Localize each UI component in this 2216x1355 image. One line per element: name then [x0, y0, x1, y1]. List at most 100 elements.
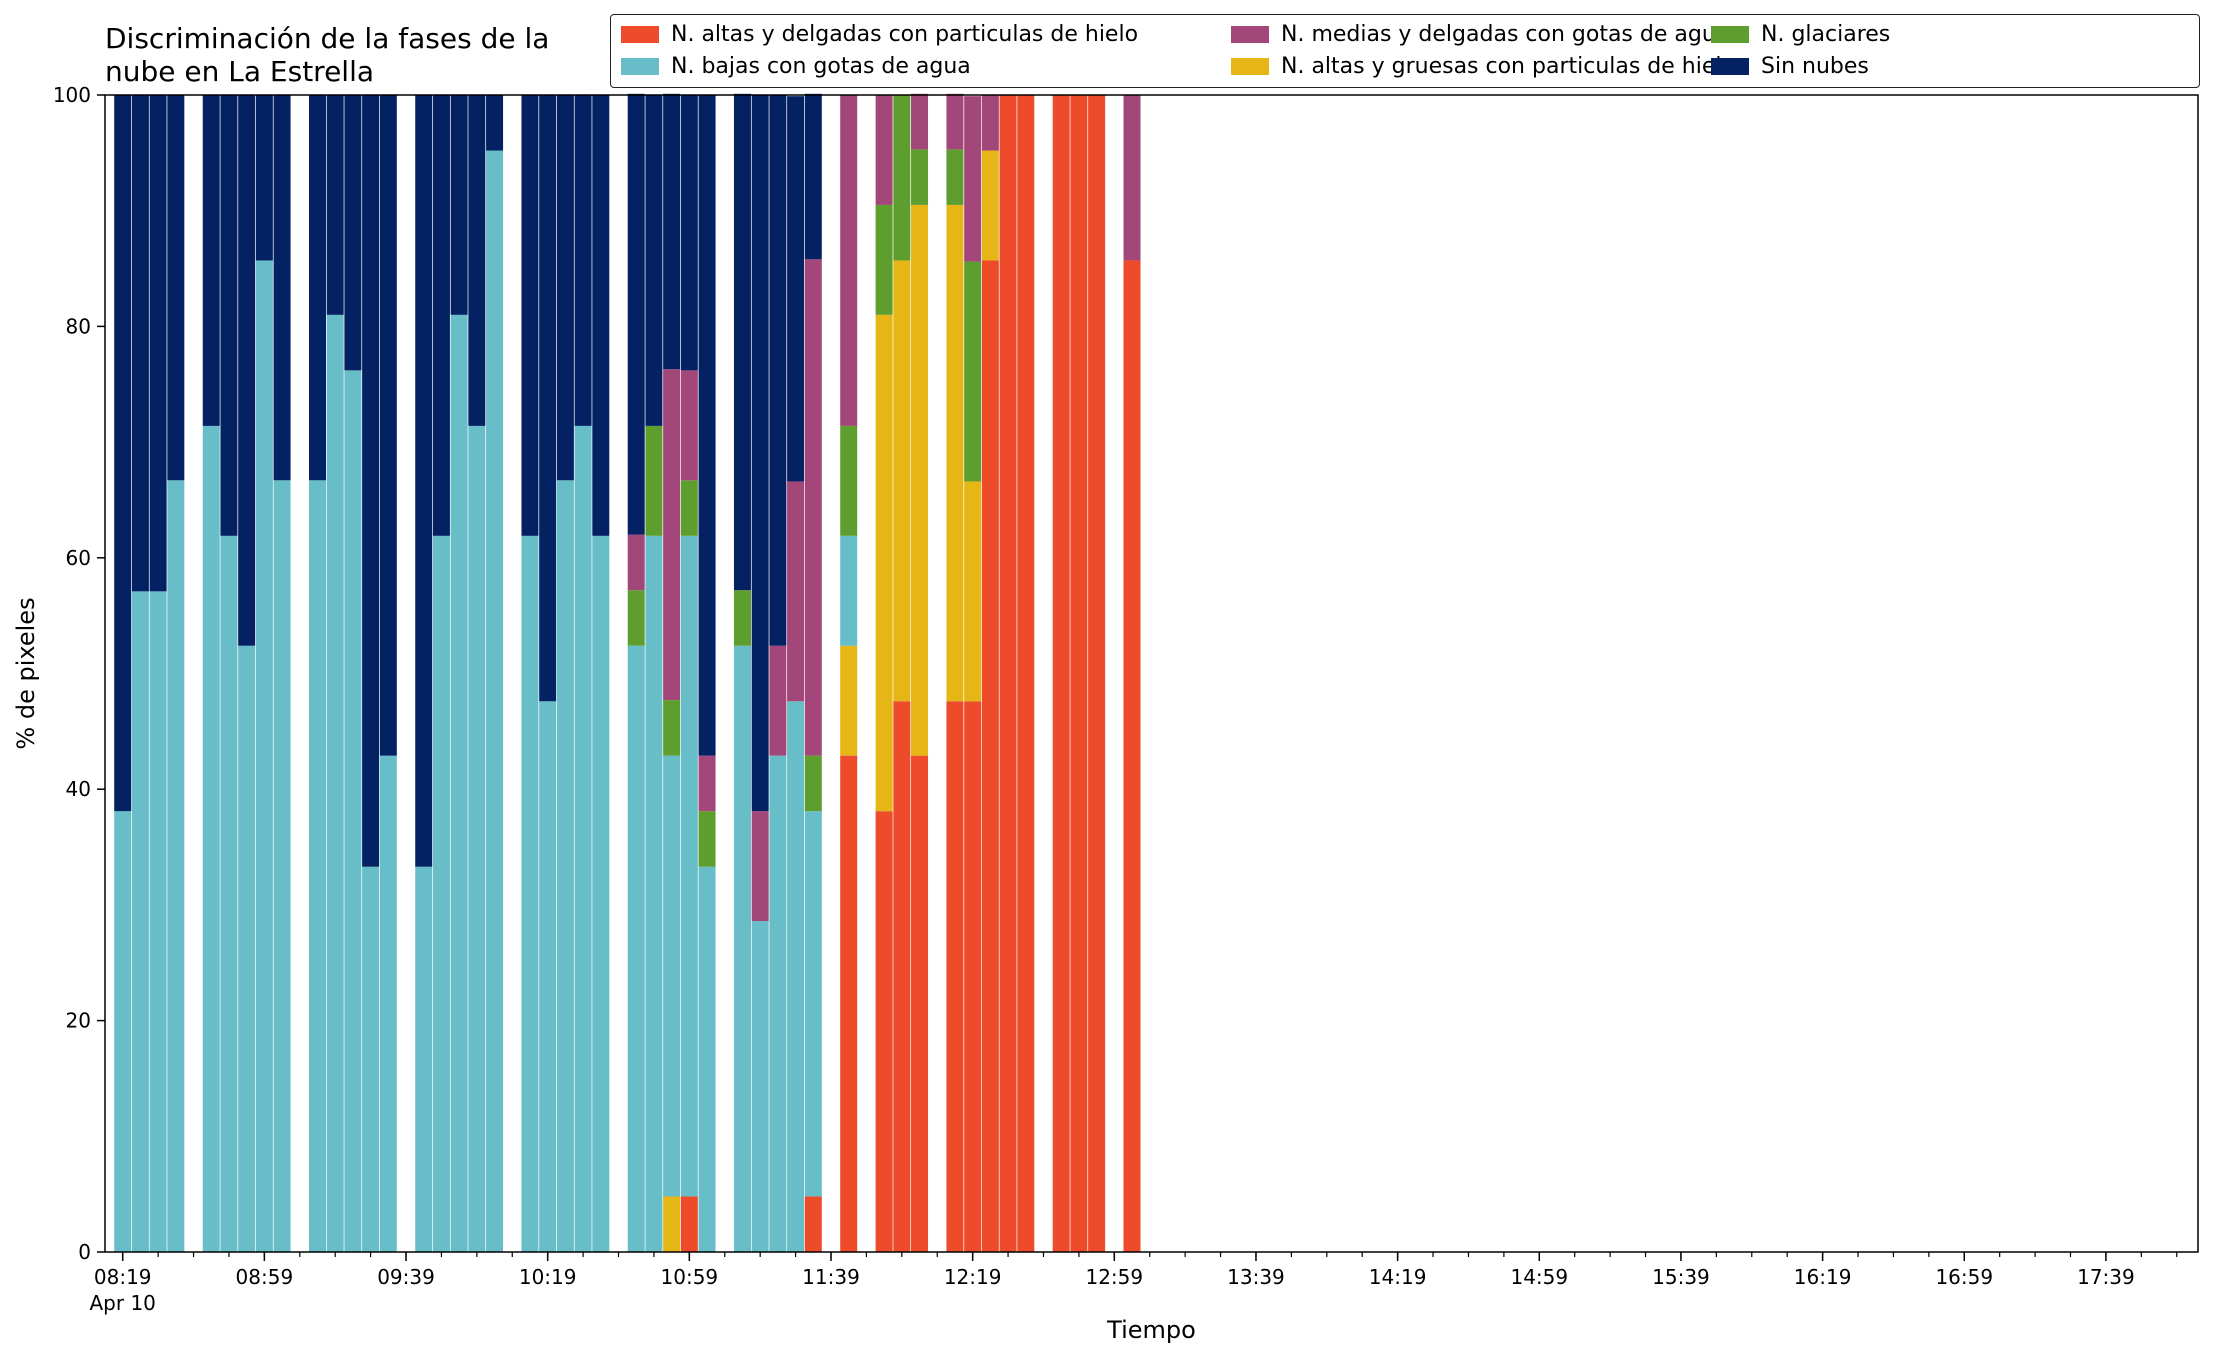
bar-segment	[946, 701, 964, 1252]
bar-segment	[751, 95, 769, 812]
bar-segment	[751, 921, 769, 1252]
bar-segment	[911, 149, 929, 205]
bar-segment	[840, 535, 858, 646]
bar-segment	[1123, 95, 1141, 261]
legend-item: N. altas y gruesas con particulas de hie…	[1231, 54, 1735, 80]
bar-segment	[255, 260, 273, 1252]
x-tick-label: 16:59	[1935, 1265, 1993, 1289]
bar-segment	[804, 93, 822, 260]
bar-segment	[379, 95, 397, 756]
bar-segment	[114, 95, 132, 812]
bar-segment	[167, 95, 185, 481]
bar-segment	[804, 755, 822, 812]
y-tick-label: 60	[66, 546, 91, 570]
bar-segment	[521, 535, 539, 1252]
bar-segment	[539, 95, 557, 702]
legend: N. altas y delgadas con particulas de hi…	[610, 14, 2200, 88]
bar-segment	[592, 95, 610, 536]
bar-segment	[308, 480, 326, 1252]
bar-segment	[663, 700, 681, 756]
legend-swatch	[621, 58, 659, 75]
bars-group	[114, 93, 1141, 1253]
bar-segment	[379, 755, 397, 1252]
bar-segment	[911, 204, 929, 756]
chart-title-line-1: Discriminación de la fases de la	[105, 22, 550, 55]
bar-segment	[733, 93, 751, 591]
x-date-label: Apr 10	[90, 1291, 156, 1315]
legend-item: Sin nubes	[1711, 54, 1869, 80]
legend-swatch	[1231, 26, 1269, 43]
bar-segment	[486, 95, 504, 151]
x-tick-label: 09:39	[377, 1265, 435, 1289]
bar-segment	[149, 591, 167, 1252]
legend-item: N. altas y delgadas con particulas de hi…	[621, 22, 1138, 48]
legend-label: N. altas y gruesas con particulas de hie…	[1281, 54, 1735, 79]
bar-segment	[680, 95, 698, 371]
bar-segment	[663, 369, 681, 701]
bar-segment	[432, 95, 450, 536]
bar-segment	[733, 645, 751, 1252]
bar-segment	[964, 261, 982, 482]
bar-segment	[521, 95, 539, 536]
bar-segment	[486, 150, 504, 1252]
bar-segment	[220, 535, 238, 1252]
bar-segment	[362, 95, 380, 867]
bar-segment	[840, 95, 858, 426]
x-tick-label: 12:19	[944, 1265, 1002, 1289]
bar-segment	[663, 755, 681, 1197]
bar-segment	[964, 481, 982, 702]
bar-segment	[698, 811, 716, 867]
bar-segment	[450, 314, 468, 1253]
bar-segment	[787, 701, 805, 1252]
legend-swatch	[1711, 58, 1749, 75]
x-tick-label: 15:39	[1652, 1265, 1710, 1289]
bar-segment	[432, 535, 450, 1252]
plot-frame	[104, 94, 2199, 1253]
legend-item: N. glaciares	[1711, 22, 1890, 48]
legend-swatch	[1231, 58, 1269, 75]
bar-segment	[680, 1196, 698, 1252]
legend-swatch	[1711, 26, 1749, 43]
y-axis: 0 20 40 60 80 100	[53, 83, 105, 1264]
bar-segment	[911, 93, 929, 150]
bar-segment	[804, 811, 822, 1197]
bar-segment	[964, 96, 982, 262]
x-tick-label: 10:59	[661, 1265, 719, 1289]
bar-segment	[362, 866, 380, 1252]
bar-segment	[698, 866, 716, 1252]
bar-segment	[981, 260, 999, 1252]
x-axis: 08:19 08:59 09:39 10:19 10:59 11:39 12:19 12:59…	[90, 1252, 2178, 1315]
bar-segment	[769, 755, 787, 1252]
bar-segment	[574, 425, 592, 1252]
x-tick-label: 13:39	[1227, 1265, 1285, 1289]
y-tick-label: 0	[78, 1240, 91, 1264]
bar-segment	[1088, 95, 1106, 1252]
bar-segment	[273, 95, 291, 481]
bar-segment	[202, 425, 220, 1252]
legend-label: N. medias y delgadas con gotas de agua	[1281, 22, 1730, 47]
bar-segment	[804, 1196, 822, 1252]
y-tick-label: 100	[53, 83, 91, 107]
legend-label: Sin nubes	[1761, 54, 1869, 79]
bar-segment	[875, 204, 893, 315]
bar-segment	[450, 95, 468, 315]
bar-segment	[645, 425, 663, 536]
bar-segment	[1123, 260, 1141, 1252]
bar-segment	[893, 95, 911, 261]
bar-segment	[680, 535, 698, 1197]
legend-label: N. altas y delgadas con particulas de hi…	[671, 22, 1139, 47]
bar-segment	[875, 811, 893, 1252]
bar-segment	[556, 95, 574, 481]
bar-segment	[964, 701, 982, 1252]
bar-segment	[875, 95, 893, 205]
x-axis-label: Tiempo	[1106, 1316, 1196, 1344]
bar-segment	[733, 590, 751, 646]
bar-segment	[645, 95, 663, 426]
bar-segment	[344, 370, 362, 1252]
bar-segment	[875, 314, 893, 812]
x-tick-label: 11:39	[802, 1265, 860, 1289]
x-tick-label: 16:19	[1794, 1265, 1852, 1289]
bar-segment	[680, 370, 698, 481]
y-tick-label: 40	[66, 777, 91, 801]
